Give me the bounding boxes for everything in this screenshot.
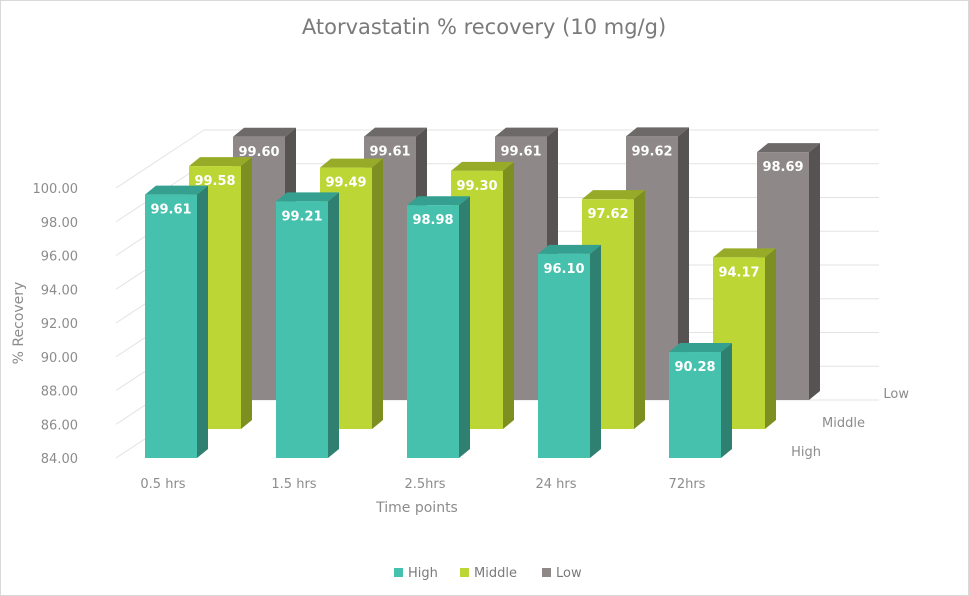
bar-high-1-5-hrs: 99.21 (276, 192, 339, 459)
bar-top (626, 127, 689, 137)
y-tick-label: 86.00 (41, 418, 78, 433)
data-label: 94.17 (718, 265, 759, 280)
x-tick-label: 0.5 hrs (140, 477, 185, 492)
bars: 99.60 99.61 99.61 99.62 98.69 99.58 99.49 99.30… (145, 127, 820, 459)
y-axis-ticks: 84.00 86.00 88.00 90.00 92.00 94.00 96.00 98.00… (33, 182, 79, 467)
bar-front (538, 253, 590, 458)
depth-label: Middle (822, 416, 865, 431)
bar-high-2-5hrs: 98.98 (407, 196, 470, 458)
x-tick-label: 72hrs (669, 477, 706, 492)
bar-top (495, 127, 558, 137)
depth-label: High (791, 445, 821, 460)
bar-front (407, 205, 459, 458)
data-label: 99.58 (194, 174, 235, 189)
bar-top (757, 143, 820, 153)
data-label: 98.98 (412, 213, 453, 228)
bar-side (809, 143, 820, 400)
legend-item-middle: Middle (460, 566, 517, 581)
x-tick-label: 2.5hrs (404, 477, 445, 492)
x-tick-label: 24 hrs (535, 477, 576, 492)
bar-top (320, 158, 383, 168)
legend: High Middle Low (394, 566, 582, 581)
y-tick-label: 90.00 (41, 351, 78, 366)
bar-high-24-hrs: 96.10 (538, 244, 601, 458)
x-tick-label: 1.5 hrs (271, 477, 316, 492)
y-tick-label: 92.00 (41, 317, 78, 332)
bar-top (364, 127, 427, 137)
bar-side (372, 158, 383, 429)
data-label: 99.61 (150, 203, 191, 218)
bar-top (189, 157, 252, 167)
bar-side (328, 192, 339, 459)
bar-front (276, 201, 328, 459)
bar-top (233, 127, 296, 137)
bar-top (407, 196, 470, 206)
bar-side (241, 157, 252, 429)
y-tick-label: 98.00 (41, 216, 78, 231)
data-label: 99.62 (631, 144, 672, 159)
bar-high-0-5-hrs: 99.61 (145, 185, 208, 459)
legend-item-low: Low (542, 566, 582, 581)
legend-swatch (394, 568, 403, 577)
bar-side (634, 190, 645, 429)
chart-title: Atorvastatin % recovery (10 mg/g) (302, 15, 666, 39)
bar-top (582, 190, 645, 200)
y-tick-label: 88.00 (41, 385, 78, 400)
legend-swatch (542, 568, 551, 577)
data-label: 99.60 (238, 145, 279, 160)
bar-side (765, 248, 776, 429)
y-tick-label: 94.00 (41, 283, 78, 298)
x-axis-ticks: 0.5 hrs 1.5 hrs 2.5hrs 24 hrs 72hrs (140, 477, 705, 492)
bar-middle-72hrs: 94.17 (713, 248, 776, 429)
y-tick-label: 96.00 (41, 250, 78, 265)
bar-top (713, 248, 776, 258)
data-label: 96.10 (543, 262, 584, 277)
legend-label: High (408, 566, 438, 581)
data-label: 97.62 (587, 207, 628, 222)
bar-top (538, 244, 601, 254)
y-tick-label: 100.00 (33, 182, 79, 197)
bar-top (276, 192, 339, 202)
legend-label: Middle (474, 566, 517, 581)
depth-label: Low (883, 387, 909, 402)
data-label: 90.28 (674, 360, 715, 375)
legend-label: Low (556, 566, 582, 581)
bar-top (669, 343, 732, 353)
bar-side (721, 343, 732, 458)
gridline-side (115, 129, 205, 189)
bar-side (503, 161, 514, 429)
data-label: 99.61 (369, 145, 410, 160)
data-label: 99.49 (325, 176, 366, 191)
y-axis-title: % Recovery (11, 282, 27, 365)
legend-item-high: High (394, 566, 438, 581)
data-label: 98.69 (762, 160, 803, 175)
bar-side (459, 196, 470, 458)
bar-side (590, 244, 601, 458)
bar-top (451, 161, 514, 171)
bar-front (669, 352, 721, 458)
legend-swatch (460, 568, 469, 577)
bar-front (145, 194, 197, 459)
bar-top (145, 185, 208, 195)
bar-side (197, 185, 208, 459)
x-axis-title: Time points (375, 500, 458, 516)
bar-side (678, 127, 689, 400)
data-label: 99.61 (500, 145, 541, 160)
data-label: 99.21 (281, 209, 322, 224)
data-label: 99.30 (456, 179, 497, 194)
y-tick-label: 84.00 (41, 452, 78, 467)
bar-high-72hrs: 90.28 (669, 343, 732, 458)
